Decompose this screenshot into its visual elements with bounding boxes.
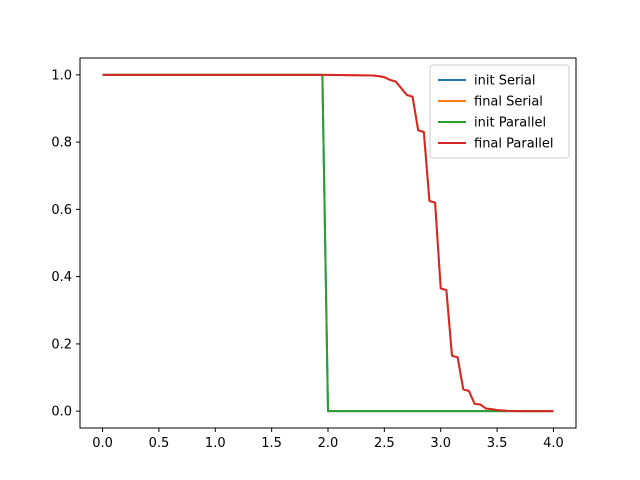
legend: init Serial final Serial init Parallel fina… (429, 64, 570, 159)
x-tick-label: 3.0 (430, 436, 451, 451)
y-tick-label: 0.2 (51, 337, 72, 352)
legend-label: init Serial (474, 74, 535, 89)
x-tick-label: 0.0 (92, 436, 113, 451)
legend-box (429, 64, 570, 159)
y-tick-label: 0.4 (51, 270, 72, 285)
x-tick-label: 3.5 (487, 436, 508, 451)
legend-label: final Serial (474, 95, 543, 110)
y-tick-label: 0.0 (51, 405, 72, 420)
x-tick-label: 1.5 (261, 436, 282, 451)
series-layer (102, 73, 554, 413)
y-tick-label: 1.0 (51, 68, 72, 83)
x-tick-label: 2.0 (318, 436, 339, 451)
legend-label: init Parallel (474, 116, 546, 131)
y-axis: 0.0 0.2 0.4 0.6 0.8 1.0 (51, 68, 80, 420)
x-tick-label: 2.5 (374, 436, 395, 451)
legend-label: final Parallel (474, 137, 554, 152)
x-tick-label: 0.5 (149, 436, 170, 451)
x-axis: 0.0 0.5 1.0 1.5 2.0 2.5 3.0 3.5 4.0 (92, 428, 564, 451)
y-tick-label: 0.6 (51, 203, 72, 218)
x-tick-label: 1.0 (205, 436, 226, 451)
y-tick-label: 0.8 (51, 136, 72, 151)
x-tick-label: 4.0 (543, 436, 564, 451)
series-line-4 (102, 73, 554, 413)
